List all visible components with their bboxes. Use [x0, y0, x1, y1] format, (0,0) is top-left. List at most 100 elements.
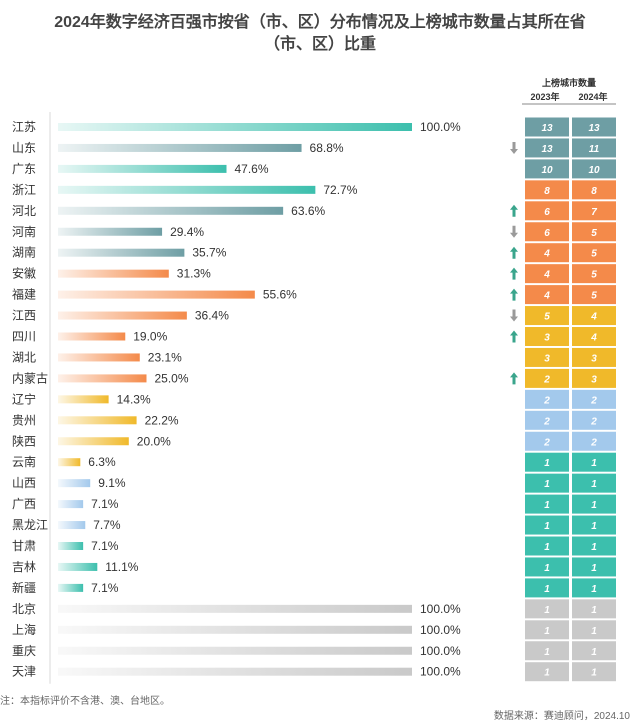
bar — [58, 248, 185, 257]
count-value: 1 — [544, 479, 550, 490]
count-cell — [572, 222, 616, 242]
bar-value-label: 11.1% — [105, 560, 138, 574]
count-value: 1 — [591, 647, 597, 658]
chart-title-line2: （市、区）比重 — [263, 36, 376, 53]
bar — [58, 311, 187, 320]
bar-value-label: 68.8% — [310, 141, 344, 155]
count-cell — [525, 285, 569, 305]
trend-down-icon — [510, 225, 518, 238]
category-label: 内蒙古 — [12, 370, 48, 385]
bar-value-label: 23.1% — [148, 350, 182, 364]
count-cell — [572, 389, 616, 409]
bar — [58, 206, 284, 215]
count-value: 13 — [541, 123, 553, 134]
bar-value-label: 7.7% — [93, 518, 121, 532]
count-cell — [525, 557, 569, 577]
category-label: 吉林 — [12, 560, 36, 574]
bar — [58, 395, 109, 404]
count-value: 5 — [591, 249, 597, 260]
bar-value-label: 22.2% — [145, 413, 179, 427]
category-label: 重庆 — [12, 644, 36, 658]
count-cell — [525, 138, 569, 158]
count-cell — [525, 431, 569, 451]
bar-value-label: 35.7% — [192, 246, 226, 260]
category-label: 湖南 — [12, 245, 36, 260]
count-value: 2 — [590, 416, 597, 427]
count-cell — [572, 327, 616, 346]
count-cell — [572, 201, 616, 221]
bar-value-label: 7.1% — [91, 581, 119, 595]
category-label: 河南 — [12, 224, 36, 239]
count-value: 2 — [590, 395, 597, 406]
count-cell — [572, 117, 616, 137]
count-cell — [525, 327, 569, 346]
count-cell — [525, 515, 569, 535]
bar — [58, 123, 412, 131]
count-cell — [525, 473, 569, 493]
count-value: 1 — [544, 521, 550, 532]
category-label: 浙江 — [12, 183, 36, 197]
table-header-2023: 2023年 — [530, 91, 559, 102]
count-cell — [572, 473, 616, 493]
count-cell — [525, 536, 569, 556]
count-value: 8 — [591, 186, 597, 197]
count-value: 11 — [589, 144, 600, 155]
count-value: 4 — [543, 291, 550, 302]
category-label: 贵州 — [12, 413, 36, 427]
category-label: 上海 — [12, 622, 36, 637]
count-value: 2 — [543, 437, 550, 448]
category-label: 辽宁 — [12, 391, 36, 406]
bar — [58, 143, 302, 152]
count-value: 6 — [544, 228, 550, 239]
bar — [58, 164, 227, 173]
count-value: 2 — [543, 374, 550, 385]
count-value: 1 — [591, 626, 597, 637]
bar — [58, 667, 412, 676]
count-cell — [525, 159, 569, 179]
count-value: 1 — [544, 458, 550, 469]
count-value: 3 — [544, 353, 550, 364]
category-label: 湖北 — [12, 349, 36, 364]
trend-down-icon — [510, 141, 518, 154]
bars-layer: 江苏 100.0% 山东 68.8% 广东 47.6% 浙江 72.7% 河北 63.6% 河南 29… — [12, 112, 461, 684]
count-value: 6 — [544, 207, 550, 218]
count-value: 2 — [590, 437, 597, 448]
count-cell — [572, 285, 616, 305]
bar — [58, 521, 86, 530]
category-label: 河北 — [12, 204, 36, 218]
count-cell — [572, 243, 616, 263]
count-value: 2 — [543, 395, 550, 406]
count-value: 13 — [588, 123, 600, 134]
count-value: 1 — [591, 542, 597, 553]
category-label: 陕西 — [12, 433, 36, 448]
category-label: 云南 — [12, 454, 36, 469]
count-value: 1 — [544, 668, 550, 679]
count-value: 1 — [591, 584, 597, 595]
table-header-2024: 2024年 — [578, 91, 607, 102]
count-value: 8 — [544, 186, 550, 197]
count-value: 5 — [591, 228, 597, 239]
bar-value-label: 9.1% — [98, 476, 126, 490]
count-value: 10 — [541, 165, 553, 176]
bar — [58, 604, 412, 613]
count-cell — [572, 306, 616, 326]
count-value: 3 — [591, 374, 597, 385]
category-label: 四川 — [12, 330, 36, 344]
bar-value-label: 100.0% — [420, 644, 461, 658]
count-cell — [525, 662, 569, 682]
count-cell — [572, 159, 616, 179]
category-label: 甘肃 — [12, 539, 36, 553]
count-cell — [525, 117, 569, 137]
count-cell — [572, 536, 616, 556]
bar-value-label: 100.0% — [420, 120, 461, 134]
bar — [58, 583, 84, 592]
count-value: 4 — [590, 312, 597, 323]
count-value: 13 — [541, 144, 553, 155]
count-cell — [525, 620, 569, 640]
count-cell — [572, 264, 616, 284]
bar-value-label: 29.4% — [170, 225, 204, 239]
count-value: 1 — [544, 500, 550, 511]
count-cell — [572, 662, 616, 682]
